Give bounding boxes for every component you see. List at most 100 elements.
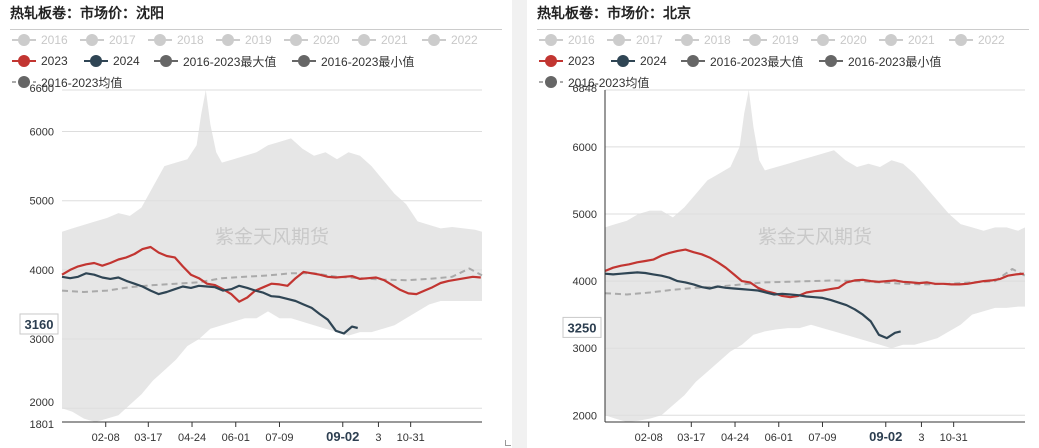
legend-item[interactable]: 2016 xyxy=(539,32,595,48)
line-chart: 紫金天风期货 6848 6000 5000 4000 3000 2000 02-08 03-17… xyxy=(562,83,1026,444)
y-tick-label: 4000 xyxy=(573,276,597,288)
legend-label: 2016-2023最大值 xyxy=(710,54,804,69)
y-tick-label: 5000 xyxy=(573,209,597,221)
x-tick-label: 07-09 xyxy=(808,432,836,444)
y-tick-label: 5000 xyxy=(30,196,54,208)
legend-label: 2023 xyxy=(568,54,595,68)
series-2024-line xyxy=(604,271,901,340)
line-chart: 紫金天风期货 6600 6000 5000 4000 3000 2000 1801 02-08 0… xyxy=(19,83,483,444)
legend-item[interactable]: 2022 xyxy=(949,32,1005,48)
legend-marker-icon xyxy=(539,34,563,46)
legend-label: 2020 xyxy=(313,33,340,47)
legend-item[interactable]: 2016 xyxy=(12,32,68,48)
watermark: 紫金天风期货 xyxy=(215,226,329,248)
legend-marker-icon xyxy=(675,34,699,46)
x-tick-label: 06-01 xyxy=(222,432,250,444)
legend-item[interactable]: 2018 xyxy=(148,32,204,48)
legend-label: 2019 xyxy=(245,33,272,47)
series-2024-line xyxy=(61,272,358,335)
legend-marker-icon xyxy=(879,34,903,46)
legend-label: 2018 xyxy=(704,33,731,47)
title-divider xyxy=(537,29,1029,30)
y-tick-label: 2000 xyxy=(30,397,54,409)
x-tick-label: 10-31 xyxy=(397,432,425,444)
legend-label: 2016-2023最大值 xyxy=(183,54,277,69)
legend-item[interactable]: 2022 xyxy=(422,32,478,48)
y-tick-label: 3000 xyxy=(573,343,597,355)
max-min-band xyxy=(62,90,482,422)
legend-label: 2024 xyxy=(640,54,667,68)
legend-label: 2016-2023最小值 xyxy=(848,54,942,69)
x-tick-label: 02-08 xyxy=(92,432,120,444)
legend-item[interactable]: 2024 xyxy=(611,53,667,69)
legend-marker-icon xyxy=(743,34,767,46)
legend-marker-icon xyxy=(216,34,240,46)
legend-label: 2017 xyxy=(636,33,663,47)
legend-item[interactable]: 2021 xyxy=(352,32,408,48)
legend-label: 2022 xyxy=(451,33,478,47)
y-tick-label: 6000 xyxy=(30,127,54,139)
legend-marker-icon xyxy=(819,55,843,67)
legend-marker-icon xyxy=(12,55,36,67)
legend-marker-icon xyxy=(12,76,36,88)
series-2023-line xyxy=(604,248,1024,299)
legend-label: 2016 xyxy=(568,33,595,47)
legend-label: 2016-2023均值 xyxy=(41,75,123,90)
legend-label: 2024 xyxy=(113,54,140,68)
x-tick-label: 03-17 xyxy=(134,432,162,444)
legend-label: 2016-2023均值 xyxy=(568,75,650,90)
legend-item[interactable]: 2016-2023最小值 xyxy=(819,53,941,69)
legend-item[interactable]: 2020 xyxy=(284,32,340,48)
chart-title: 热轧板卷：市场价：北京 xyxy=(537,6,691,22)
legend-marker-icon xyxy=(611,55,635,67)
x-tick-label: 10-31 xyxy=(940,432,968,444)
y-tick-label: 4000 xyxy=(30,265,54,277)
y-tick-label: 2000 xyxy=(573,410,597,422)
x-tick-label: 07-09 xyxy=(265,432,293,444)
x-tick-label: 3 xyxy=(918,432,924,444)
value-badge xyxy=(562,316,602,338)
legend-item[interactable]: 2016-2023均值 xyxy=(539,74,649,90)
legend-marker-icon xyxy=(12,34,36,46)
resize-handle[interactable] xyxy=(505,440,511,446)
legend-marker-icon xyxy=(80,34,104,46)
legend-item[interactable]: 2016-2023均值 xyxy=(12,74,122,90)
legend-label: 2020 xyxy=(840,33,867,47)
legend-marker-icon xyxy=(949,34,973,46)
x-tick-label: 3 xyxy=(375,432,381,444)
legend-item[interactable]: 2023 xyxy=(12,53,68,69)
legend-label: 2021 xyxy=(381,33,408,47)
legend-item[interactable]: 2017 xyxy=(80,32,136,48)
title-divider xyxy=(10,29,502,30)
legend-marker-icon xyxy=(284,34,308,46)
chart-panel-shenyang: 热轧板卷：市场价：沈阳 2016 2017 2018 2019 2020 2021 2022… xyxy=(0,0,512,448)
legend-item[interactable]: 2018 xyxy=(675,32,731,48)
x-tick-label: 02-08 xyxy=(635,432,663,444)
legend-marker-icon xyxy=(607,34,631,46)
legend-item[interactable]: 2016-2023最大值 xyxy=(681,53,803,69)
x-tick-label: 06-01 xyxy=(765,432,793,444)
y-tick-label: 6848 xyxy=(573,83,597,95)
x-tick-label: 04-24 xyxy=(721,432,749,444)
legend-item[interactable]: 2017 xyxy=(607,32,663,48)
legend-item[interactable]: 2019 xyxy=(216,32,272,48)
legend-item[interactable]: 2023 xyxy=(539,53,595,69)
x-tick-label: 09-02 xyxy=(326,429,359,444)
legend-label: 2019 xyxy=(772,33,799,47)
legend-item[interactable]: 2024 xyxy=(84,53,140,69)
legend-marker-icon xyxy=(681,55,705,67)
y-tick-label: 1801 xyxy=(30,419,54,431)
y-tick-label: 6600 xyxy=(30,83,54,95)
value-badge xyxy=(19,313,59,335)
legend-label: 2018 xyxy=(177,33,204,47)
legend-marker-icon xyxy=(539,76,563,88)
legend-label: 2022 xyxy=(978,33,1005,47)
max-min-band xyxy=(605,90,1025,422)
legend-label: 2016 xyxy=(41,33,68,47)
legend-item[interactable]: 2016-2023最小值 xyxy=(292,53,414,69)
legend-item[interactable]: 2016-2023最大值 xyxy=(154,53,276,69)
legend-item[interactable]: 2019 xyxy=(743,32,799,48)
legend-item[interactable]: 2021 xyxy=(879,32,935,48)
legend-item[interactable]: 2020 xyxy=(811,32,867,48)
chart-title: 热轧板卷：市场价：沈阳 xyxy=(10,6,164,22)
